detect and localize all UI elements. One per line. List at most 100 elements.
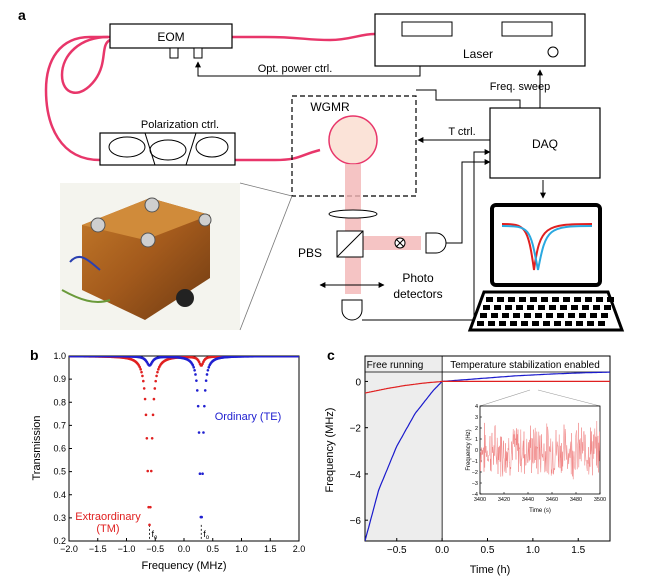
chart-b-ytick-label: 0.6 <box>53 444 66 454</box>
panel-a: a EOM Laser Opt. power ctrl. Freq. sweep <box>18 7 625 332</box>
laptop-key <box>538 305 545 310</box>
laptop-key <box>508 297 515 302</box>
laptop-key <box>535 313 542 318</box>
chart-b-point-s0 <box>153 387 157 390</box>
laptop-key <box>488 321 495 326</box>
t-ctrl-label: T ctrl. <box>448 126 475 138</box>
laptop-key <box>598 321 605 326</box>
inset-xtick-label: 3400 <box>474 497 486 503</box>
chart-c-xtick-label: 1.0 <box>526 545 540 556</box>
laptop-key <box>546 313 553 318</box>
chart-b-xtick-label: 1.5 <box>264 544 277 554</box>
laptop-key <box>579 313 586 318</box>
chart-b-point-s1 <box>195 379 198 383</box>
laptop-key <box>519 297 526 302</box>
chart-c-ytick-label: 0 <box>355 377 361 388</box>
eom-label: EOM <box>157 30 184 44</box>
chart-c-xtick-label: 1.5 <box>571 545 585 556</box>
laptop <box>467 203 625 332</box>
chart-b-point-s0 <box>157 368 160 371</box>
chart-b-ytick-label: 0.2 <box>53 536 66 546</box>
wgmr-label: WGMR <box>310 100 350 114</box>
inset-ytick-label: −1 <box>472 459 478 465</box>
inset-ytick-label: −3 <box>472 481 478 487</box>
panel-b-label: b <box>30 347 39 363</box>
laptop-key <box>552 297 559 302</box>
freq-sweep-label: Freq. sweep <box>490 81 551 93</box>
laptop-key <box>604 305 611 310</box>
photodetector-1 <box>425 232 447 254</box>
laptop-key <box>587 321 594 326</box>
chart-b-point-s0 <box>143 397 147 401</box>
laptop-key <box>477 321 484 326</box>
chart-b-marker-label: fe <box>152 529 159 541</box>
laptop-key <box>607 297 614 302</box>
chart-b-point-s1 <box>196 404 200 408</box>
laptop-key <box>502 313 509 318</box>
laptop-key <box>497 297 504 302</box>
chart-b-xtick-label: 2.0 <box>293 544 306 554</box>
laptop-key <box>486 297 493 302</box>
inset-ytick-label: 0 <box>475 448 478 454</box>
zoom-line-top <box>239 182 293 197</box>
inset-ytick-label: −2 <box>472 470 478 476</box>
chart-b-point-s0 <box>148 523 151 527</box>
chart-b-ytick-label: 0.9 <box>53 374 66 384</box>
chart-b-marker-label: fo <box>203 529 210 541</box>
pbs-label: PBS <box>298 246 322 260</box>
laptop-key <box>571 305 578 310</box>
chart-b-point-s0 <box>154 379 157 383</box>
chart-b-point-s1 <box>191 363 195 367</box>
laptop-key <box>593 305 600 310</box>
daq-label: DAQ <box>532 137 558 151</box>
panel-c: c Free running Temperature stabilization… <box>324 347 611 576</box>
chart-c-line-s0 <box>365 371 610 541</box>
inset-xlabel: Time (s) <box>529 508 551 514</box>
inset-series <box>480 420 600 480</box>
chart-b-xtick-label: −2.0 <box>60 544 78 554</box>
chart-b-ytick-label: 0.3 <box>53 513 66 523</box>
laptop-key <box>541 297 548 302</box>
chart-b-point-s1 <box>297 356 299 358</box>
device-photo <box>60 183 240 330</box>
chart-b-point-s1 <box>197 431 201 434</box>
chart-c-line-s1 <box>365 380 610 394</box>
chart-b-ytick-label: 0.7 <box>53 420 66 430</box>
laser-knob <box>547 46 559 58</box>
inset-xtick-label: 3500 <box>594 497 606 503</box>
chart-b-point-s0 <box>151 413 155 417</box>
inset-ylabel: Frequency (Hz) <box>466 429 472 470</box>
laptop-key <box>576 321 583 326</box>
chart-b-point-s1 <box>203 389 207 392</box>
region-free-running: Free running <box>367 360 424 371</box>
laptop-key <box>601 313 608 318</box>
optical-beam-horizontal <box>361 236 421 250</box>
laptop-key <box>590 313 597 318</box>
chart-b-point-s0 <box>152 397 156 401</box>
laptop-key <box>516 305 523 310</box>
chart-b-point-s1 <box>201 472 204 476</box>
eom-port-2 <box>193 47 203 59</box>
chart-b-ytick-label: 0.4 <box>53 490 66 500</box>
chart-b-point-s0 <box>149 505 152 509</box>
laptop-key <box>582 305 589 310</box>
chart-b-point-s1 <box>194 373 197 376</box>
laptop-key <box>554 321 561 326</box>
chart-b-xtick-label: 1.0 <box>235 544 248 554</box>
photodetector-2 <box>341 299 363 321</box>
laptop-key <box>568 313 575 318</box>
laptop-key <box>513 313 520 318</box>
laser-label: Laser <box>463 47 493 61</box>
polarization-label: Polarization ctrl. <box>141 119 219 131</box>
chart-c-ylabel: Frequency (MHz) <box>324 408 336 493</box>
laptop-key <box>494 305 501 310</box>
inset-ytick-label: 4 <box>475 404 478 410</box>
chart-b-ylabel: Transmission <box>31 416 43 481</box>
chart-b-point-s1 <box>207 366 211 369</box>
chart-b-xtick-label: 0.5 <box>206 544 219 554</box>
chart-b-ytick-label: 1.0 <box>53 351 66 361</box>
inset-ytick-label: 3 <box>475 415 478 421</box>
wgmr-resonator <box>328 115 378 165</box>
chart-c-ytick-label: −4 <box>350 470 362 481</box>
laser-display-2 <box>501 21 553 37</box>
